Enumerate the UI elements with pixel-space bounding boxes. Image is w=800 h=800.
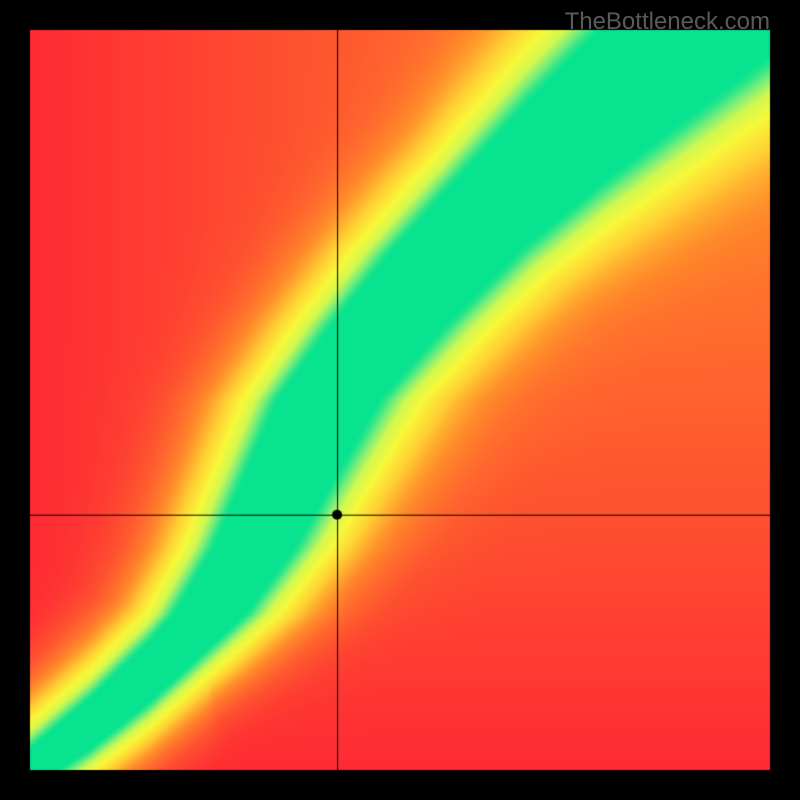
watermark-text: TheBottleneck.com <box>565 8 770 36</box>
chart-container: TheBottleneck.com <box>0 0 800 800</box>
heatmap-canvas <box>0 0 800 800</box>
